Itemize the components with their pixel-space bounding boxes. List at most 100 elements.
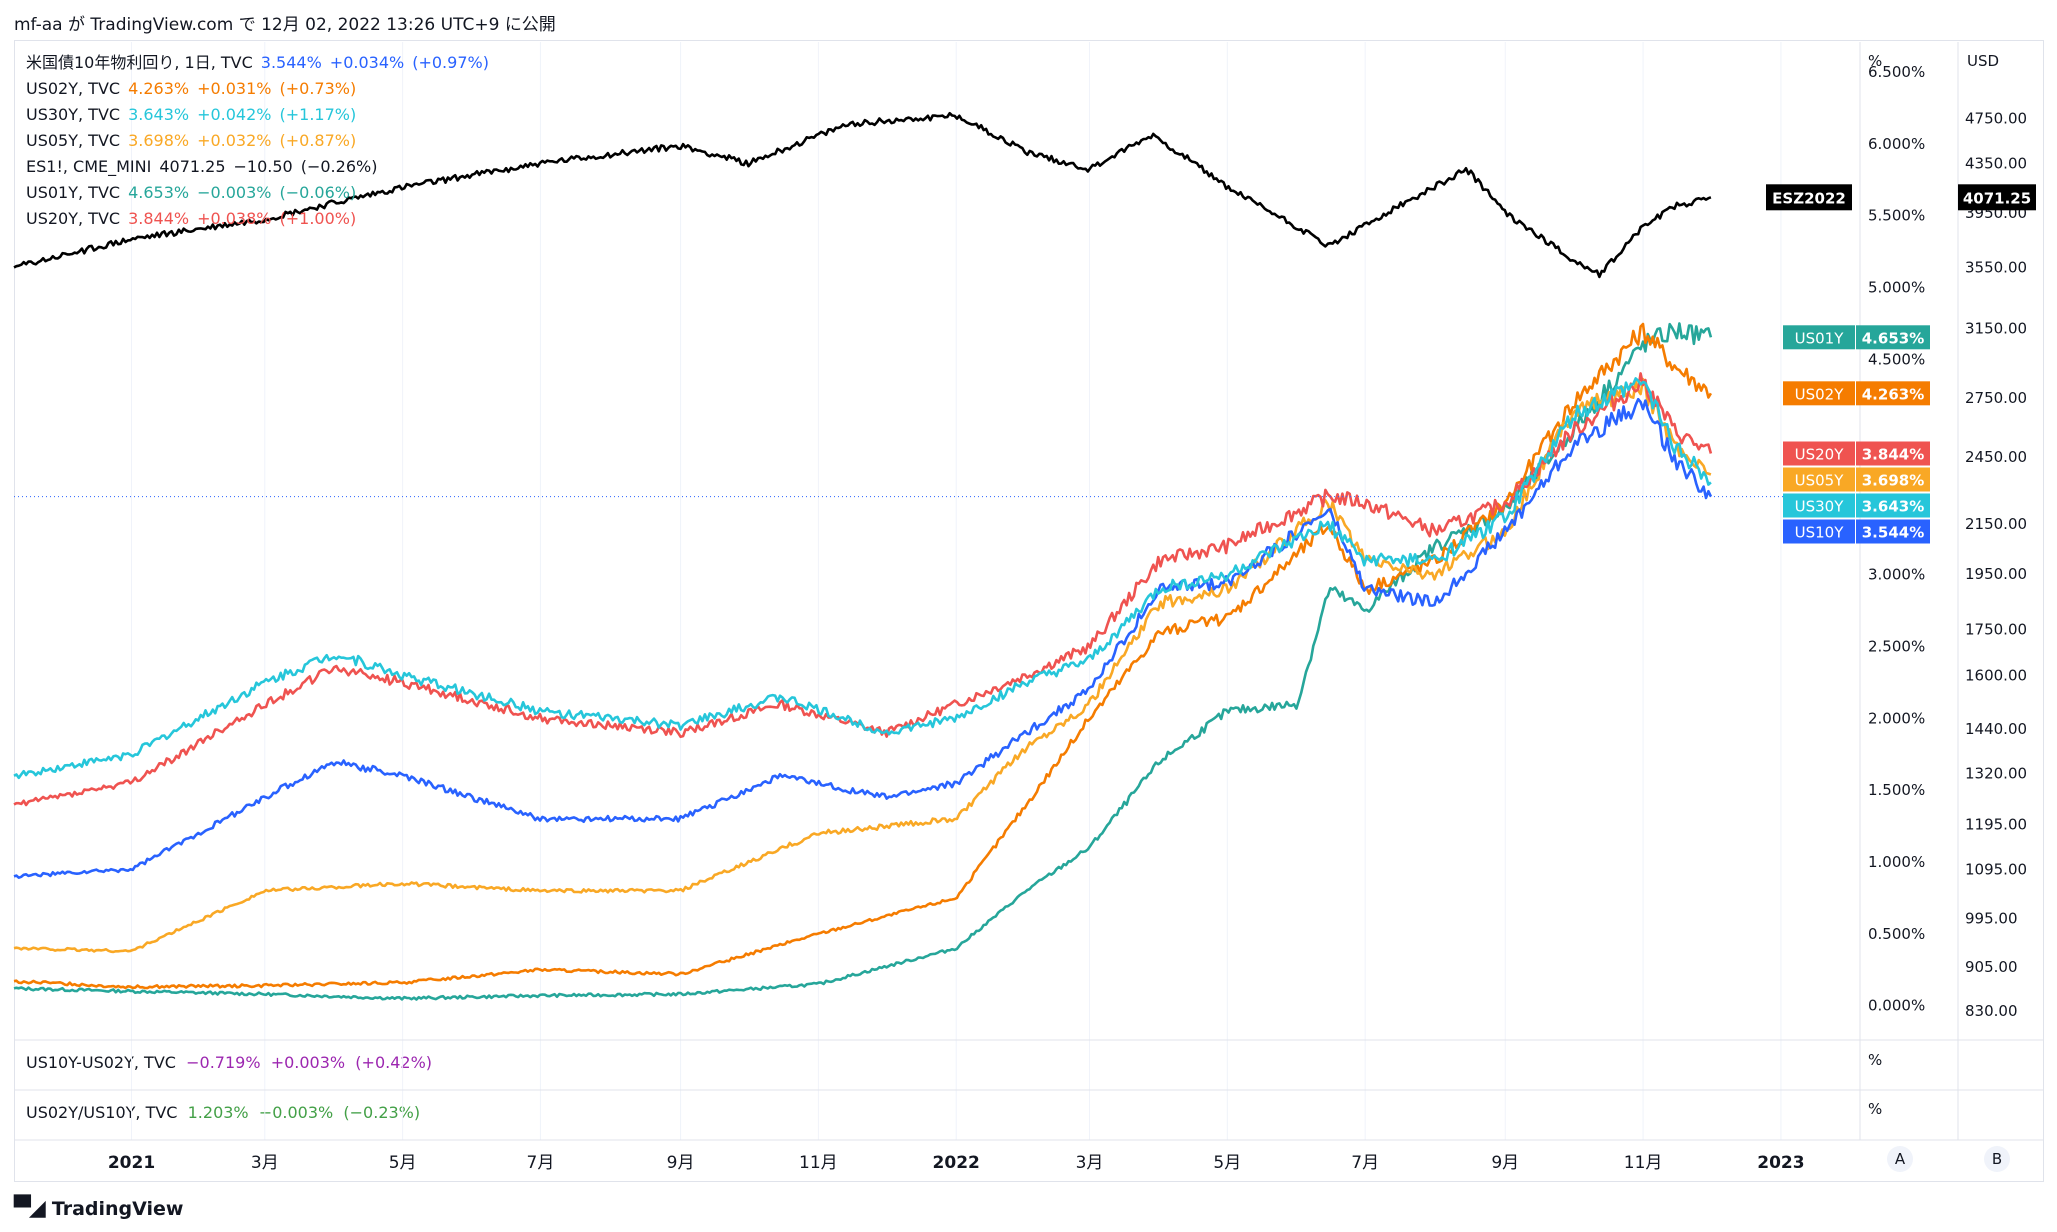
last-label-name: US20Y <box>1795 445 1845 463</box>
sub-legend-change: +0.003% <box>270 1053 346 1072</box>
auto-scale-button[interactable]: A <box>1887 1146 1913 1172</box>
tradingview-logo[interactable]: ▀◢ TradingView <box>14 1196 183 1221</box>
series-line-us05y <box>13 377 1712 954</box>
right-axis-tick: 1440.00 <box>1965 720 2027 738</box>
last-label-name-bg <box>1783 519 1855 544</box>
last-value-labels: US01Y 4.653% US02Y 4.263% US20Y 3.844% US05Y 3.… <box>1766 184 2036 544</box>
legend-change-pct: (+0.87%) <box>279 131 357 150</box>
log-scale-button[interactable]: B <box>1984 1146 2010 1172</box>
time-tick-label: 11月 <box>799 1153 838 1173</box>
legend-symbol: 米国債10年物利回り, 1日, TVC <box>26 53 253 72</box>
legend-row-us01y[interactable]: US01Y, TVC 4.653% −0.003% (−0.06%) <box>26 180 497 206</box>
left-axis-tick: 2.500% <box>1868 638 1925 656</box>
left-axis-tick: 2.000% <box>1868 709 1925 727</box>
right-axis-tick: 1095.00 <box>1965 860 2027 878</box>
legend-change: +0.032% <box>197 131 272 150</box>
time-tick-label: 7月 <box>527 1153 555 1173</box>
right-axis-tick: 2450.00 <box>1965 448 2027 466</box>
legend-last: 3.643% <box>128 105 190 124</box>
main-pane-border <box>14 40 2044 1182</box>
last-label-value: 3.698% <box>1862 471 1924 489</box>
legend-last: 4.653% <box>128 183 190 202</box>
legend-row-us30y[interactable]: US30Y, TVC 3.643% +0.042% (+1.17%) <box>26 102 497 128</box>
main-legend: 米国債10年物利回り, 1日, TVC 3.544% +0.034% (+0.97%)… <box>26 50 497 232</box>
last-label-value-bg <box>1958 184 2036 211</box>
last-label-es: ESZ2022 4071.25 <box>1766 184 2036 211</box>
left-price-axis: % 0.000% 0.500% 1.000% 1.500% 2.000% 2.500% 3.0… <box>1868 52 1925 1118</box>
last-label-name-bg <box>1783 441 1855 466</box>
right-axis-unit: USD <box>1967 52 1999 70</box>
left-axis-tick: 4.500% <box>1868 350 1925 368</box>
time-tick-label: 2021 <box>108 1153 155 1173</box>
last-label-name-bg <box>1783 493 1855 518</box>
legend-symbol: US05Y, TVC <box>26 131 121 150</box>
right-axis-tick: 4750.00 <box>1965 109 2027 127</box>
sub-pane-legend-ratio[interactable]: US02Y/US10Y, TVC 1.203% −0.003% (−0.23%) <box>26 1103 420 1122</box>
series-line-us01y <box>13 322 1713 1001</box>
left-axis-unit: % <box>1868 52 1882 70</box>
time-tick-label: 3月 <box>1076 1153 1104 1173</box>
last-label-us30y: US30Y 3.643% <box>1783 493 1930 518</box>
series-lines <box>13 111 1860 1001</box>
last-label-value: 4.263% <box>1862 385 1924 403</box>
time-tick-label: 7月 <box>1351 1153 1379 1173</box>
time-tick-label: 3月 <box>251 1153 279 1173</box>
time-tick-label: 2023 <box>1757 1153 1804 1173</box>
legend-last: 3.544% <box>260 53 322 72</box>
right-axis-tick: 2750.00 <box>1965 389 2027 407</box>
legend-symbol: US30Y, TVC <box>26 105 121 124</box>
publish-timestamp: 12月 02, 2022 13:26 UTC+9 <box>261 15 500 35</box>
legend-row-es1[interactable]: ES1!, CME_MINI 4071.25 −10.50 (−0.26%) <box>26 154 497 180</box>
last-label-us20y: US20Y 3.844% <box>1783 441 1930 466</box>
time-tick-label: 5月 <box>1213 1153 1241 1173</box>
left-axis-tick: 0.500% <box>1868 925 1925 943</box>
legend-change: −0.003% <box>197 183 272 202</box>
legend-row-us10y[interactable]: 米国債10年物利回り, 1日, TVC 3.544% +0.034% (+0.97%) <box>26 50 497 76</box>
sub-legend-symbol: US10Y-US02Y, TVC <box>26 1053 176 1072</box>
right-axis-tick: 995.00 <box>1965 909 2018 927</box>
right-axis-tick: 905.00 <box>1965 958 2018 976</box>
left-axis-tick: 3.000% <box>1868 566 1925 584</box>
tv-logo-icon: ▀◢ <box>14 1196 46 1221</box>
time-tick-label: 5月 <box>389 1153 417 1173</box>
sub-pane-legend-spread[interactable]: US10Y-US02Y, TVC −0.719% +0.003% (+0.42%… <box>26 1053 432 1072</box>
left-axis-tick: 6.000% <box>1868 135 1925 153</box>
author-name[interactable]: mf-aa <box>14 15 63 35</box>
last-label-name: US02Y <box>1795 385 1845 403</box>
left-axis-tick: 1.000% <box>1868 853 1925 871</box>
publish-mid: で <box>238 15 256 35</box>
right-axis-tick: 3150.00 <box>1965 320 2027 338</box>
pane-separators <box>14 42 2044 1141</box>
last-label-value-bg <box>1856 325 1930 350</box>
legend-change: +0.038% <box>197 209 272 228</box>
publish-suffix: に公開 <box>504 15 556 35</box>
legend-change: +0.042% <box>197 105 272 124</box>
right-axis-tick: 1950.00 <box>1965 565 2027 583</box>
last-label-name: US01Y <box>1795 329 1845 347</box>
legend-last: 4.263% <box>128 79 190 98</box>
right-axis-tick: 3550.00 <box>1965 258 2027 276</box>
right-price-axis: USD 830.00 905.00 995.00 1095.00 1195.00 1320.… <box>1965 52 2027 1020</box>
last-label-name-bg <box>1783 325 1855 350</box>
time-axis: 2021 3月 5月 7月 9月 11月 2022 3月 5月 7月 9月 11月 2023 <box>108 1153 1805 1173</box>
sub-legend-change-pct: (−0.23%) <box>343 1103 421 1122</box>
sub-legend-change-pct: (+0.42%) <box>355 1053 433 1072</box>
site-name[interactable]: TradingView.com <box>90 15 234 35</box>
legend-row-us05y[interactable]: US05Y, TVC 3.698% +0.032% (+0.87%) <box>26 128 497 154</box>
legend-row-us02y[interactable]: US02Y, TVC 4.263% +0.031% (+0.73%) <box>26 76 497 102</box>
series-line-us30y <box>13 377 1712 780</box>
last-label-value: 3.544% <box>1862 523 1924 541</box>
legend-change-pct: (+0.73%) <box>279 79 357 98</box>
right-axis-tick: 4350.00 <box>1965 154 2027 172</box>
last-label-us02y: US02Y 4.263% <box>1783 381 1930 406</box>
legend-row-us20y[interactable]: US20Y, TVC 3.844% +0.038% (+1.00%) <box>26 206 497 232</box>
last-label-us10y: US10Y 3.544% <box>1783 519 1930 544</box>
publish-header: mf-aa が TradingView.com で 12月 02, 2022 1… <box>14 10 556 35</box>
legend-change-pct: (−0.26%) <box>300 157 378 176</box>
right-axis-tick: 830.00 <box>1965 1002 2018 1020</box>
last-label-name: US30Y <box>1795 497 1845 515</box>
last-label-value: 4071.25 <box>1963 189 2031 207</box>
legend-change: +0.034% <box>329 53 405 72</box>
left-axis-tick: 6.500% <box>1868 63 1925 81</box>
